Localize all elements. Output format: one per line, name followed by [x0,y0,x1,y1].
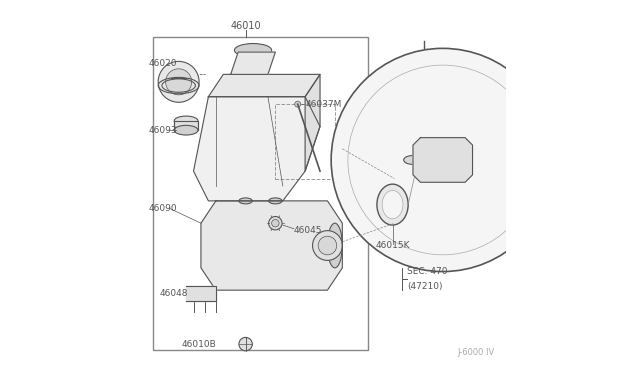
Polygon shape [305,74,320,171]
Circle shape [318,236,337,255]
Polygon shape [413,138,472,182]
Ellipse shape [234,44,271,57]
Text: 46010: 46010 [230,21,261,31]
Circle shape [158,61,199,102]
Ellipse shape [328,223,342,268]
Text: 46010B: 46010B [181,340,216,349]
Polygon shape [201,201,342,290]
Text: 46015K: 46015K [375,241,410,250]
Text: SEC. 470: SEC. 470 [408,267,448,276]
Circle shape [239,337,252,351]
Circle shape [271,219,279,227]
Circle shape [312,231,342,260]
Ellipse shape [382,190,403,219]
Ellipse shape [174,116,198,126]
Polygon shape [193,97,320,201]
Polygon shape [186,286,216,301]
Circle shape [166,69,191,95]
Polygon shape [547,145,562,175]
Text: 46045: 46045 [294,226,323,235]
Text: J-6000 IV: J-6000 IV [458,348,495,357]
Text: 46093: 46093 [149,126,177,135]
Text: 46037M: 46037M [305,100,342,109]
Text: 46090: 46090 [149,204,177,213]
Ellipse shape [404,155,422,164]
Circle shape [269,217,282,230]
Ellipse shape [174,125,198,135]
Circle shape [331,48,554,272]
Text: 46020: 46020 [149,59,177,68]
Text: (47210): (47210) [408,282,443,291]
Ellipse shape [269,198,282,204]
Ellipse shape [377,184,408,225]
Ellipse shape [239,198,252,204]
Polygon shape [209,74,320,97]
Circle shape [294,101,301,107]
Text: 46048: 46048 [160,289,189,298]
FancyBboxPatch shape [174,121,198,130]
Polygon shape [231,52,275,74]
